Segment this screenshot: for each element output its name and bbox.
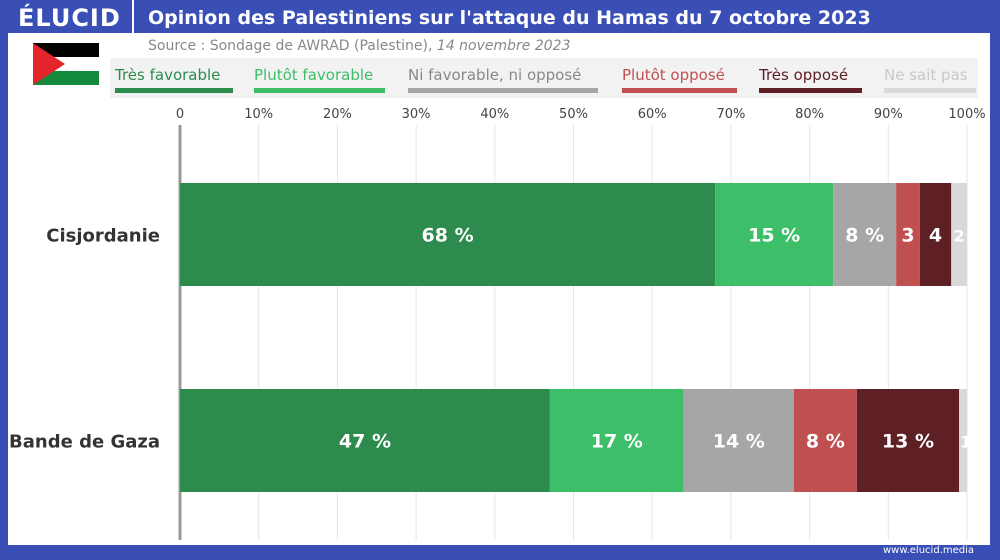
bar-segment bbox=[951, 183, 967, 286]
tick-label: 80% bbox=[795, 107, 824, 122]
data-label: 14 % bbox=[713, 431, 765, 453]
data-label: 4 bbox=[929, 225, 942, 247]
legend-swatch bbox=[254, 88, 385, 93]
data-label: 15 % bbox=[748, 225, 800, 247]
legend-label: Très favorable bbox=[115, 66, 221, 84]
tick-label: 70% bbox=[716, 107, 745, 122]
tick-label: 60% bbox=[638, 107, 667, 122]
data-label: 17 % bbox=[591, 431, 643, 453]
source-prefix: Source : Sondage de AWRAD (Palestine), bbox=[148, 38, 437, 54]
tick-label: 50% bbox=[559, 107, 588, 122]
bar-segment bbox=[549, 389, 684, 492]
tick-label: 40% bbox=[480, 107, 509, 122]
data-label: 13 % bbox=[882, 431, 934, 453]
legend-swatch bbox=[759, 88, 862, 93]
bar-segment bbox=[180, 183, 716, 286]
bar-segment bbox=[959, 389, 967, 492]
divider bbox=[132, 0, 134, 34]
bar-segment bbox=[793, 389, 857, 492]
bar-segment bbox=[919, 183, 952, 286]
tick-label: 0 bbox=[176, 107, 184, 122]
chart-title: Opinion des Palestiniens sur l'attaque d… bbox=[148, 7, 871, 29]
bar-segment bbox=[833, 183, 897, 286]
legend-label: Très opposé bbox=[759, 66, 849, 84]
legend-label: Plutôt opposé bbox=[622, 66, 725, 84]
category-label: Cisjordanie bbox=[46, 226, 160, 247]
bar-segment bbox=[856, 389, 960, 492]
tick-label: 100% bbox=[948, 107, 985, 122]
tick-label: 10% bbox=[244, 107, 273, 122]
data-label: 3 bbox=[901, 225, 914, 247]
source-date: 14 novembre 2023 bbox=[436, 38, 571, 54]
footer-url: www.elucid.media bbox=[882, 545, 974, 556]
legend-swatch bbox=[408, 88, 598, 93]
data-label: 2 bbox=[954, 227, 965, 246]
bar-segment bbox=[180, 389, 550, 492]
legend-label: Plutôt favorable bbox=[254, 66, 374, 84]
data-label: 68 % bbox=[422, 225, 474, 247]
legend-swatch bbox=[884, 88, 976, 93]
legend-label: Ne sait pas bbox=[884, 66, 968, 84]
legend-swatch bbox=[622, 88, 737, 93]
source-text: Source : Sondage de AWRAD (Palestine), 1… bbox=[148, 38, 570, 54]
legend-label: Ni favorable, ni opposé bbox=[408, 66, 582, 84]
tick-label: 30% bbox=[402, 107, 431, 122]
logo: ÉLUCID bbox=[18, 4, 121, 32]
bar-segment bbox=[715, 183, 834, 286]
legend-swatch bbox=[115, 88, 233, 93]
data-label: 8 % bbox=[845, 225, 884, 247]
data-label: 47 % bbox=[339, 431, 391, 453]
data-label: 8 % bbox=[806, 431, 845, 453]
category-label: Bande de Gaza bbox=[9, 432, 160, 453]
tick-label: 20% bbox=[323, 107, 352, 122]
legend: Très favorable Plutôt favorable Ni favorab… bbox=[110, 58, 978, 98]
bar-segment bbox=[896, 183, 920, 286]
palestine-flag-icon bbox=[33, 43, 99, 85]
data-label: 1 bbox=[960, 433, 971, 452]
bar-segment bbox=[683, 389, 794, 492]
tick-label: 90% bbox=[874, 107, 903, 122]
